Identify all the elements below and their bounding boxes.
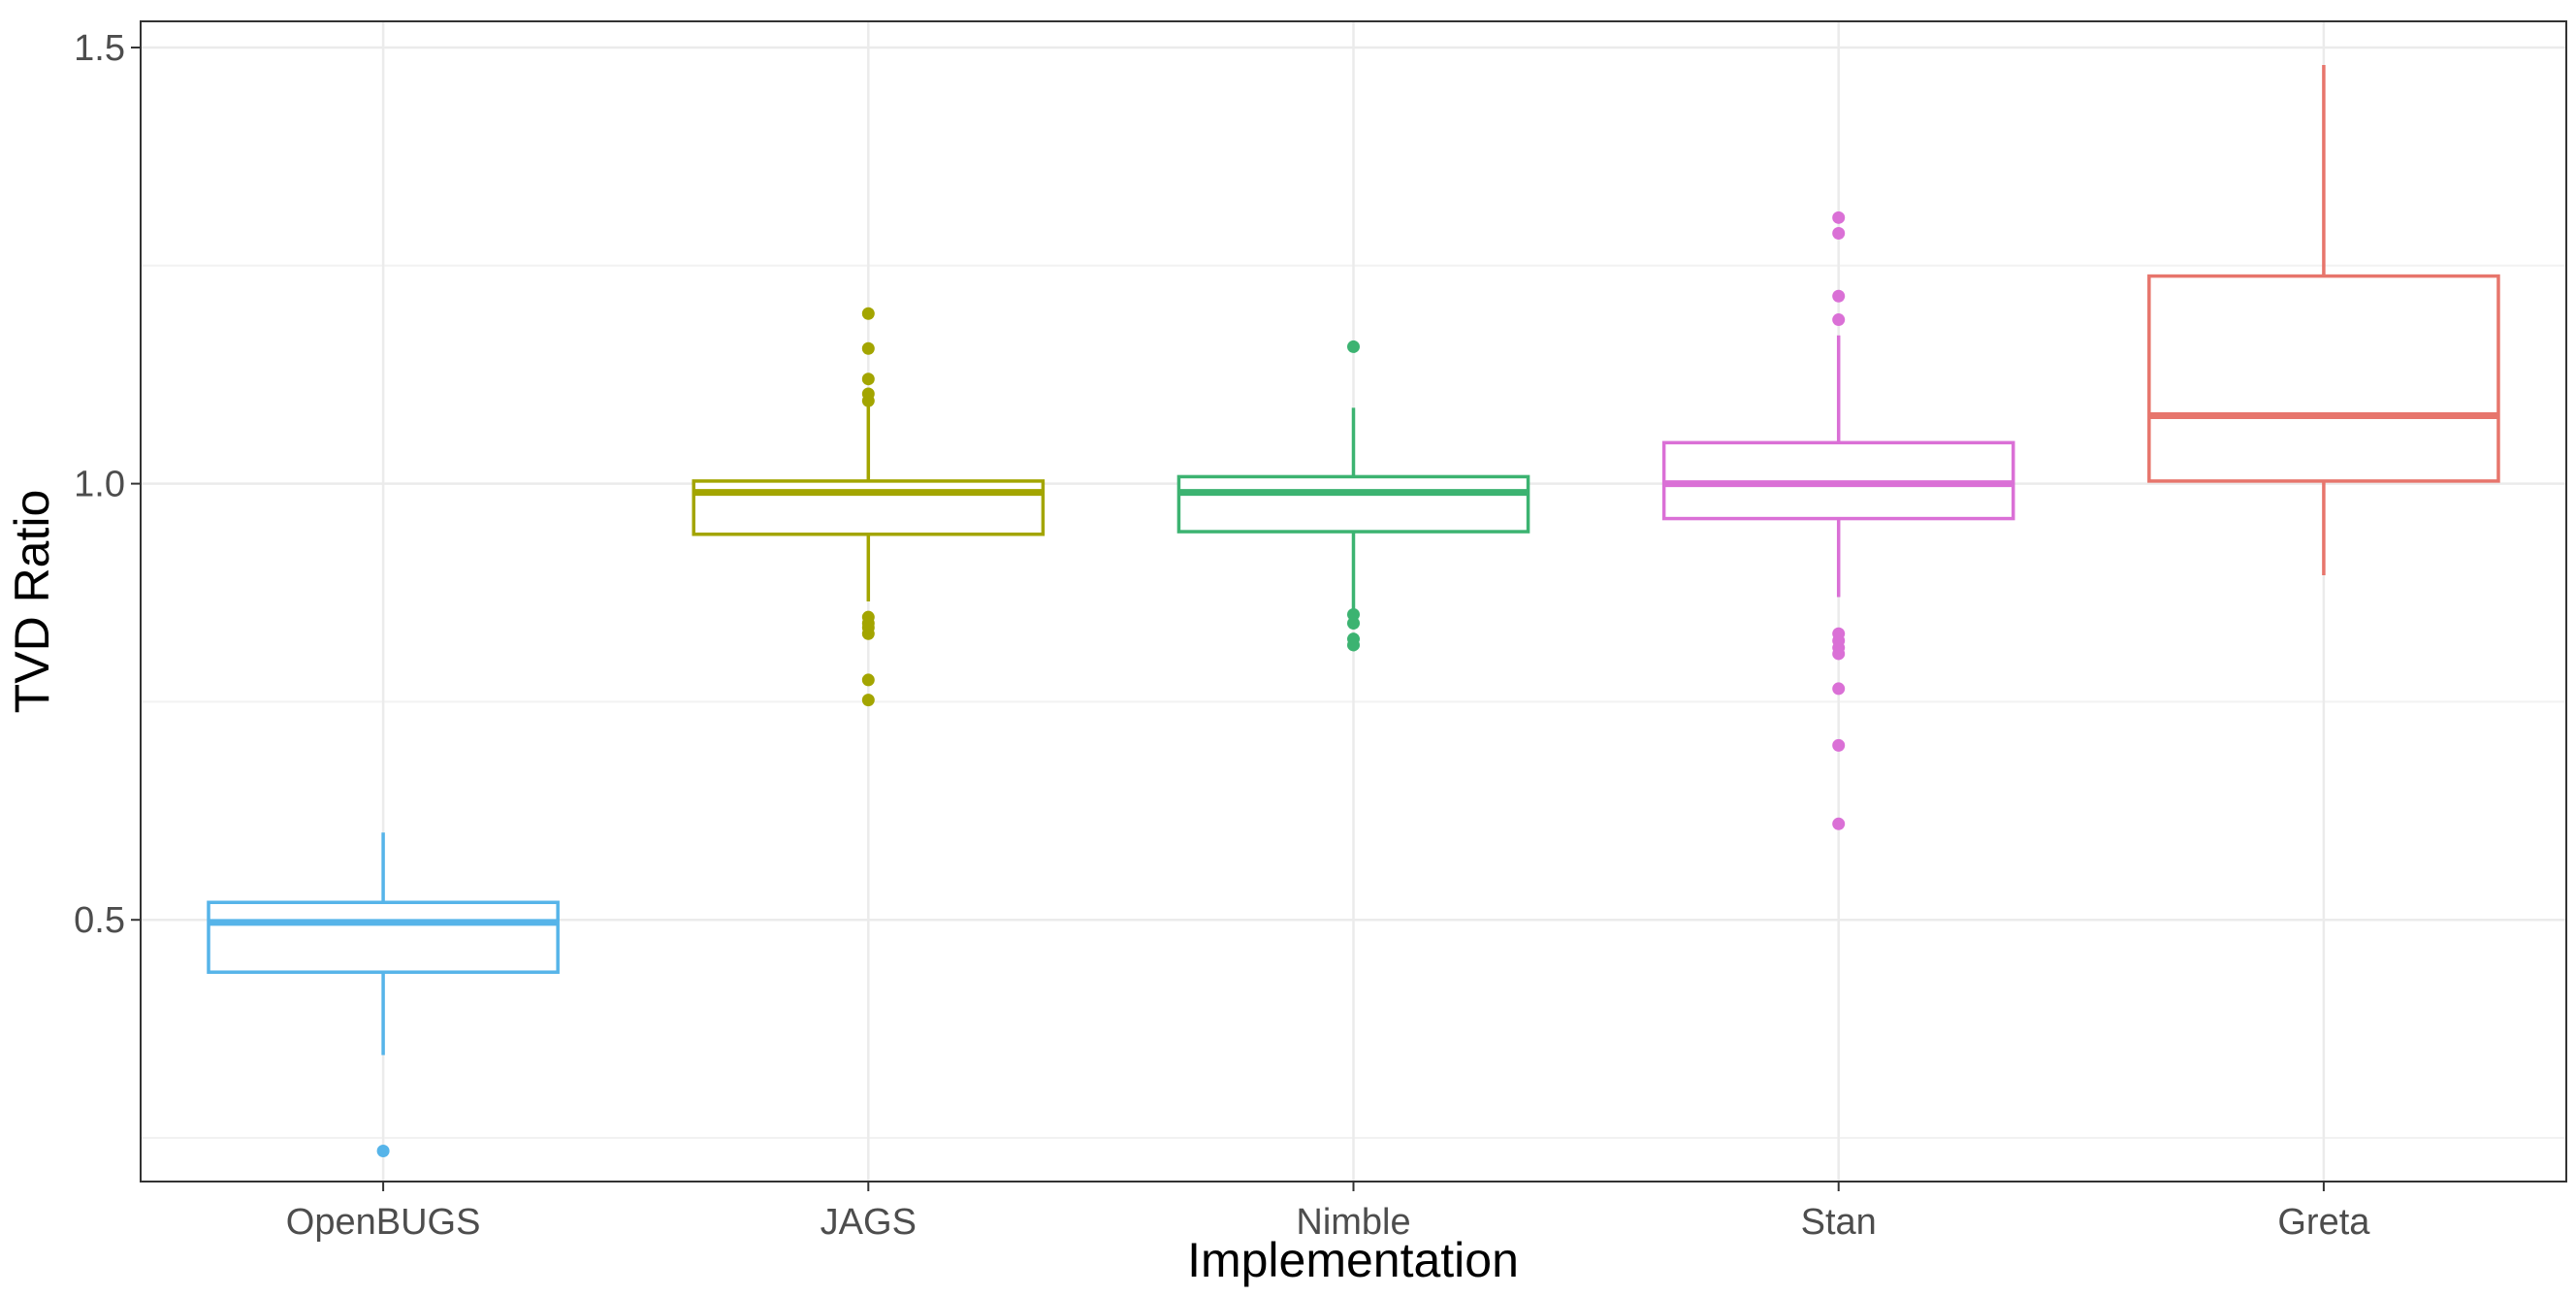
y-axis: 0.5 1.0 1.5 (74, 28, 141, 941)
outlier-point (1832, 313, 1846, 327)
box-jags (692, 307, 1046, 707)
outlier-point (1347, 607, 1360, 621)
y-axis-title: TVD Ratio (5, 490, 59, 714)
outlier-point (861, 673, 875, 687)
y-tick-label: 0.5 (74, 900, 125, 941)
x-axis-title: Implementation (1187, 1233, 1519, 1287)
box-layer (207, 64, 2500, 1158)
outlier-point (861, 387, 875, 401)
x-tick-label: Nimble (1296, 1202, 1410, 1243)
x-tick-label: Stan (1801, 1202, 1877, 1243)
outlier-point (1832, 817, 1846, 830)
outlier-point (1832, 738, 1846, 752)
x-tick-label: Greta (2277, 1202, 2370, 1243)
y-tick-label: 1.5 (74, 28, 125, 69)
outlier-point (1832, 211, 1846, 224)
x-tick-label: OpenBUGS (286, 1202, 481, 1243)
outlier-point (1347, 632, 1360, 646)
outlier-point (1347, 616, 1360, 630)
box-openbugs (207, 832, 560, 1158)
iqr-box (1176, 474, 1530, 534)
y-tick-label: 1.0 (74, 465, 125, 505)
outlier-point (861, 373, 875, 386)
iqr-box (2147, 274, 2500, 483)
outlier-point (861, 341, 875, 355)
outlier-point (861, 694, 875, 707)
outlier-point (1832, 682, 1846, 696)
box-stan (1661, 211, 2015, 830)
outlier-point (1347, 340, 1360, 353)
iqr-box (207, 900, 560, 974)
outlier-point (1832, 227, 1846, 241)
outlier-point (861, 610, 875, 624)
x-tick-label: JAGS (821, 1202, 917, 1243)
box-greta (2147, 64, 2500, 576)
outlier-point (861, 307, 875, 320)
outlier-point (1832, 289, 1846, 303)
outlier-point (1832, 627, 1846, 640)
outlier-point (376, 1145, 390, 1158)
box-nimble (1176, 340, 1530, 652)
x-axis: OpenBUGS JAGS Nimble Stan Greta (286, 1182, 2370, 1243)
